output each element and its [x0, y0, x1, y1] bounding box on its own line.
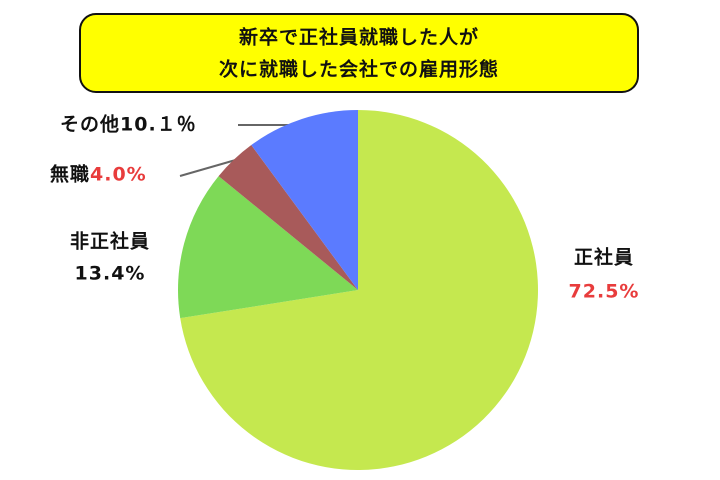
value-label: 13.4% — [75, 263, 146, 285]
value-label: 4.0% — [90, 164, 147, 186]
category-label: その他 — [60, 113, 120, 136]
title-box — [79, 13, 639, 93]
chart-title: 新卒で正社員就職した人が — [239, 26, 479, 49]
category-label: 無職 — [50, 163, 90, 186]
chart-title: 次に就職した会社での雇用形態 — [219, 58, 499, 81]
pie-slice — [251, 110, 358, 290]
category-label: 非正社員 — [70, 230, 150, 253]
category-label: 正社員 — [574, 246, 634, 269]
pie-slice — [180, 110, 538, 470]
pie-slice — [178, 176, 358, 319]
value-label: 72.5% — [569, 281, 640, 303]
value-label: 10.１％ — [120, 114, 197, 136]
pie-slice — [218, 145, 358, 290]
